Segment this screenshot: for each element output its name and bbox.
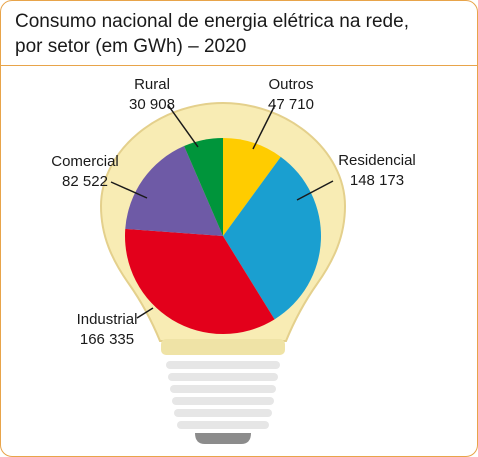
pie-slice-residencial <box>223 156 321 320</box>
leader-line-comercial <box>110 181 148 199</box>
leader-line-residencial <box>296 180 334 201</box>
pie-slice-industrial <box>124 228 275 334</box>
bulb-collar <box>161 339 285 355</box>
slice-labels: Outros 47 710 Residencial 148 173 Industrial… <box>51 76 416 348</box>
slice-value-rural: 30 908 <box>129 96 175 113</box>
slice-name-rural: Rural <box>134 76 170 93</box>
title-band: Consumo nacional de energia elétrica na … <box>1 1 477 66</box>
chart-title-line-1: Consumo nacional de energia elétrica na … <box>15 11 409 32</box>
pie-slice-rural <box>184 138 223 236</box>
slice-value-comercial: 82 522 <box>62 173 108 190</box>
leader-lines <box>110 104 334 319</box>
screw-base <box>166 361 280 429</box>
screw-tip <box>195 433 251 444</box>
slice-name-outros: Outros <box>268 76 313 93</box>
slice-value-outros: 47 710 <box>268 96 314 113</box>
slice-value-residencial: 148 173 <box>350 172 404 189</box>
leader-line-outros <box>252 104 276 150</box>
leader-line-industrial <box>136 307 154 319</box>
pie-slice-outros <box>223 138 281 236</box>
slice-name-industrial: Industrial <box>77 311 138 328</box>
slice-name-comercial: Comercial <box>51 153 119 170</box>
leader-line-rural <box>167 104 199 148</box>
pie-slices <box>124 138 321 334</box>
slice-name-residencial: Residencial <box>338 152 416 169</box>
chart-title-line-2: por setor (em GWh) – 2020 <box>15 36 247 57</box>
slice-value-industrial: 166 335 <box>80 331 134 348</box>
pie-slice-comercial <box>125 146 223 236</box>
